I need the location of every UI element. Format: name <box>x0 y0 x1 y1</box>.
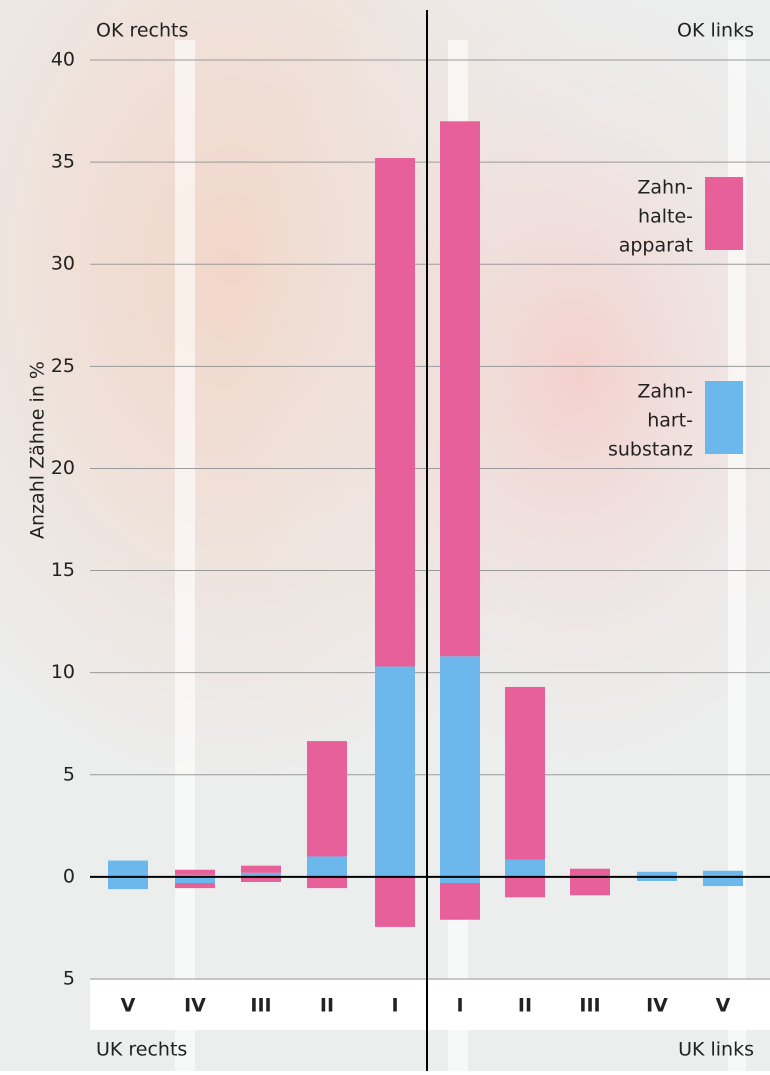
y-tick-label: 10 <box>51 661 75 683</box>
bar-segment <box>703 870 743 877</box>
bar-segment <box>375 876 415 927</box>
y-tick-label: 5 <box>63 968 75 990</box>
y-tick-label: 30 <box>51 253 75 275</box>
bar-segment <box>241 865 281 873</box>
bar-segment <box>505 859 545 877</box>
x-tick-label: III <box>579 995 600 1017</box>
corner-label: OK rechts <box>96 20 188 42</box>
x-tick-label: I <box>391 995 398 1017</box>
y-tick-label: 35 <box>51 151 75 173</box>
y-tick-label: 25 <box>51 355 75 377</box>
x-tick-label: V <box>121 995 136 1017</box>
legend-label: Zahn- <box>637 381 693 403</box>
y-tick-label: 20 <box>51 457 75 479</box>
x-tick-label: III <box>250 995 271 1017</box>
bar-segment <box>505 876 545 898</box>
bar-segment <box>440 656 480 877</box>
x-tick-label: II <box>320 995 334 1017</box>
category-band <box>90 980 770 1030</box>
bar-segment <box>703 876 743 887</box>
bar-segment <box>175 883 215 889</box>
bar-segment <box>375 158 415 667</box>
y-tick-label: 5 <box>63 763 75 785</box>
bar-segment <box>440 121 480 657</box>
corner-label: UK links <box>678 1039 754 1061</box>
bar-segment <box>175 874 215 877</box>
bar-segment <box>570 876 610 896</box>
stripe <box>175 40 195 1071</box>
bar-segment <box>307 741 347 857</box>
bar-segment <box>440 883 480 920</box>
bar-segment <box>307 856 347 877</box>
bar-segment <box>241 872 281 877</box>
bar-segment <box>637 876 677 881</box>
bar-segment <box>505 686 545 860</box>
bar-segment <box>375 666 415 877</box>
bar-segment <box>241 876 281 882</box>
legend-label: Zahn- <box>637 177 693 199</box>
legend-label: substanz <box>608 439 693 461</box>
y-axis-label: Anzahl Zähne in % <box>27 361 49 539</box>
bar-segment <box>175 869 215 875</box>
bar-segment <box>570 868 610 877</box>
x-tick-label: IV <box>184 995 206 1017</box>
legend-swatch <box>705 381 743 454</box>
legend-swatch <box>705 177 743 250</box>
y-tick-label: 40 <box>51 49 75 71</box>
stripe <box>728 40 746 1071</box>
legend-label: hart- <box>647 410 693 432</box>
y-tick-label: 0 <box>63 865 75 887</box>
bar-segment <box>440 876 480 884</box>
y-tick-label: 15 <box>51 559 75 581</box>
bar-segment <box>108 876 148 890</box>
legend-label: apparat <box>619 235 693 257</box>
x-tick-label: IV <box>646 995 668 1017</box>
bar-segment <box>175 876 215 884</box>
bar-segment <box>108 860 148 877</box>
legend-label: halte- <box>638 206 693 228</box>
x-tick-label: II <box>518 995 532 1017</box>
corner-label: OK links <box>677 20 754 42</box>
corner-label: UK rechts <box>96 1039 187 1061</box>
bar-segment <box>307 876 347 889</box>
bar-segment <box>637 871 677 877</box>
x-tick-label: V <box>716 995 731 1017</box>
x-tick-label: I <box>456 995 463 1017</box>
